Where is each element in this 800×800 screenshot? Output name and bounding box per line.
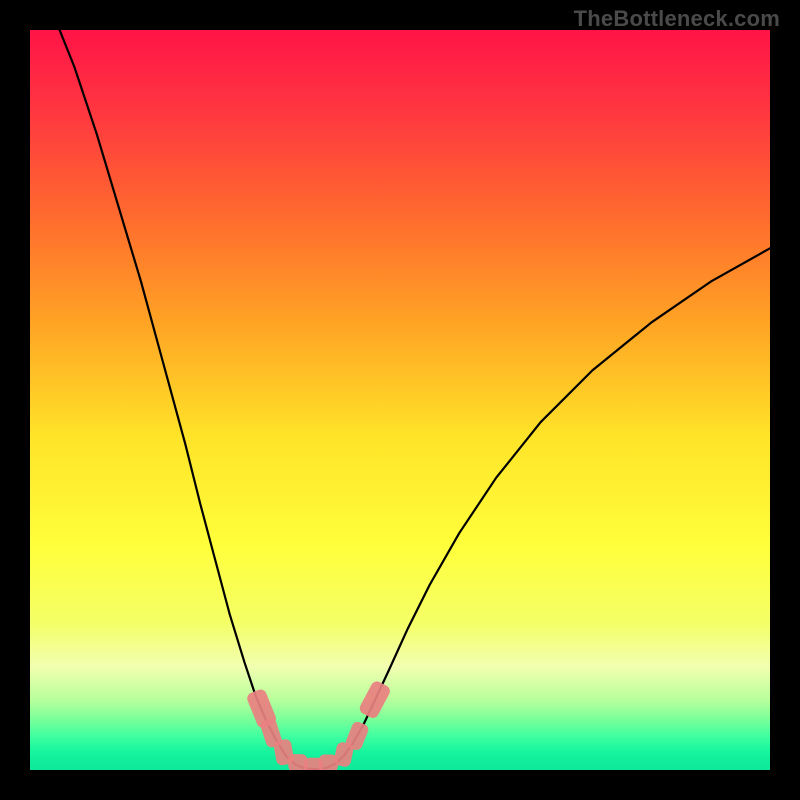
watermark-text: TheBottleneck.com [574, 6, 780, 32]
plot-svg [30, 30, 770, 770]
chart-canvas: TheBottleneck.com [0, 0, 800, 800]
plot-area [30, 30, 770, 770]
plot-background [30, 30, 770, 770]
